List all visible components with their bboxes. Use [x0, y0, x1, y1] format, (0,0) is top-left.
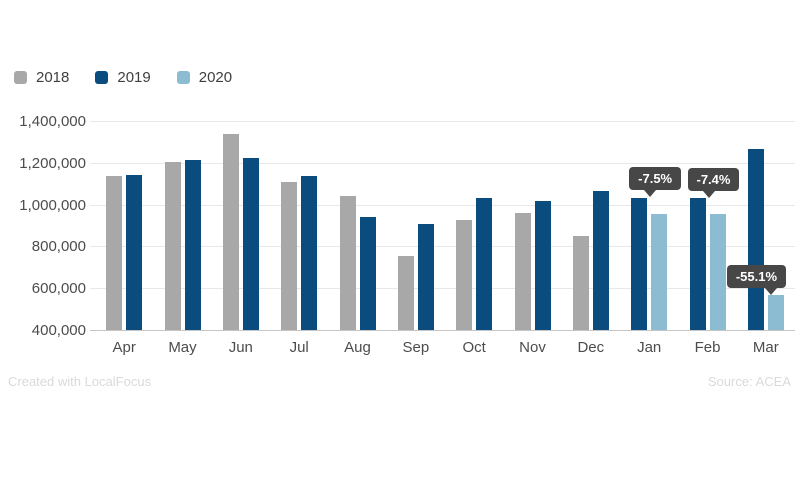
bar-2018-Aug[interactable]: [339, 196, 356, 330]
x-tick-label-Sep: Sep: [402, 339, 430, 356]
y-tick-label: 400,000: [31, 322, 86, 339]
y-tick-label: 1,400,000: [19, 113, 86, 130]
x-tick-label-Aug: Aug: [344, 339, 371, 356]
x-tick-label-Mar: Mar: [752, 339, 779, 356]
y-tick-label: 600,000: [31, 280, 86, 298]
bar-2018-Jul[interactable]: [281, 181, 298, 330]
x-tick-label-May: May: [168, 339, 197, 356]
source-text: Source: ACEA: [707, 374, 791, 389]
y-tick-label: 1,000,000: [19, 196, 86, 214]
x-tick-label-Jul: Jul: [289, 339, 309, 356]
x-tick-label-Apr: Apr: [112, 339, 136, 356]
gridline: [90, 121, 795, 122]
legend-item-2019[interactable]: 2019: [95, 69, 151, 86]
bar-2019-Nov[interactable]: [534, 201, 551, 330]
x-tick-label-Jun: Jun: [228, 339, 253, 356]
bar-2018-Nov[interactable]: [514, 212, 531, 330]
bar-2019-May[interactable]: [184, 160, 201, 330]
legend-label: 2018: [36, 69, 70, 86]
bar-2018-Oct[interactable]: [456, 220, 473, 330]
plot-area: -7.5% -7.4% -55.1%: [90, 121, 795, 331]
bar-2020-Feb[interactable]: [709, 213, 726, 330]
annotation-Feb: -7.4%: [687, 167, 740, 198]
legend-item-2018[interactable]: 2018: [14, 70, 69, 85]
bar-2019-Dec[interactable]: [592, 190, 609, 330]
bar-2018-Dec[interactable]: [572, 235, 589, 330]
bar-2018-Sep[interactable]: [397, 255, 414, 330]
legend-swatch-2019: [95, 71, 109, 84]
x-tick-label-Dec: Dec: [577, 339, 605, 356]
legend-swatch-2020: [176, 71, 190, 84]
bar-2018-Apr[interactable]: [106, 176, 123, 330]
bar-2018-Jun[interactable]: [222, 133, 239, 330]
annotation-Mar: -55.1%: [726, 265, 787, 296]
gridline: [90, 288, 795, 290]
gridline: [90, 162, 795, 164]
x-tick-label-Feb: Feb: [694, 339, 721, 356]
bar-2019-Oct[interactable]: [476, 198, 493, 330]
bar-2019-Jan[interactable]: [631, 197, 648, 330]
bar-2020-Mar[interactable]: [767, 295, 784, 330]
bar-2020-Jan[interactable]: [651, 213, 668, 330]
bar-2019-Jul[interactable]: [301, 176, 318, 330]
bar-2019-Aug[interactable]: [359, 217, 376, 330]
legend-item-2020[interactable]: 2020: [176, 69, 233, 86]
legend-label: 2019: [117, 69, 151, 86]
annotation-Jan: -7.5%: [629, 167, 682, 198]
credit-text: Created with LocalFocus: [8, 374, 152, 389]
y-tick-label: 1,200,000: [19, 154, 86, 172]
x-tick-label-Nov: Nov: [519, 339, 546, 356]
legend-swatch-2018: [14, 71, 27, 84]
bar-2019-Feb[interactable]: [689, 197, 706, 330]
bar-2019-Jun[interactable]: [242, 158, 259, 330]
chart-footer: Created with LocalFocus Source: ACEA: [8, 375, 791, 388]
gridline: [90, 204, 795, 206]
bar-2019-Apr[interactable]: [126, 175, 143, 330]
x-tick-label-Oct: Oct: [462, 339, 486, 356]
bar-2019-Sep[interactable]: [417, 224, 434, 330]
bar-2019-Mar[interactable]: [747, 149, 764, 330]
legend-label: 2020: [198, 69, 233, 86]
bar-2018-May[interactable]: [164, 161, 181, 330]
y-tick-label: 800,000: [31, 238, 86, 256]
chart-legend: 2018 2019 2020: [14, 70, 232, 85]
gridline: [90, 246, 795, 248]
x-tick-label-Jan: Jan: [637, 339, 662, 356]
x-axis-line: [90, 330, 795, 331]
